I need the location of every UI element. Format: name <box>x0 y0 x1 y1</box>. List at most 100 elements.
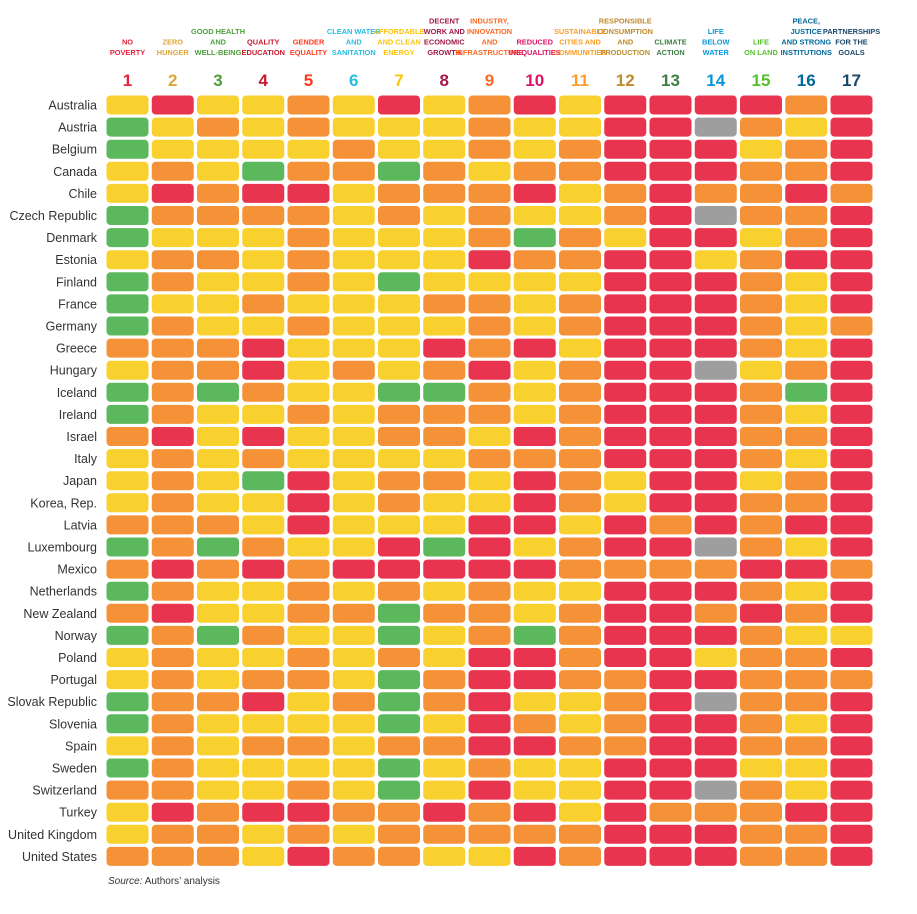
heatmap-cell <box>242 648 285 667</box>
heatmap-cell <box>649 250 692 270</box>
heatmap-cell <box>332 206 375 225</box>
heatmap-cell <box>423 670 466 690</box>
heatmap-cells <box>106 95 873 866</box>
heatmap-cell <box>559 625 601 645</box>
heatmap-cell <box>468 758 511 778</box>
heatmap-cell <box>468 692 511 712</box>
heatmap-cell <box>106 139 149 159</box>
heatmap-cell <box>740 692 782 712</box>
heatmap-cell <box>423 846 466 866</box>
heatmap-cell <box>332 449 375 469</box>
heatmap-cell <box>468 427 511 446</box>
heatmap-cell <box>287 117 330 137</box>
heatmap-cell <box>513 250 556 270</box>
heatmap-cell <box>378 228 420 248</box>
heatmap-cell <box>740 714 782 734</box>
heatmap-cell <box>151 161 194 181</box>
heatmap-cell <box>694 294 737 314</box>
heatmap-cell <box>468 294 511 314</box>
heatmap-cell <box>242 449 285 469</box>
goal-label-line: ZERO <box>162 38 183 47</box>
heatmap-cell <box>106 95 149 115</box>
heatmap-cell <box>694 692 737 712</box>
heatmap-cell <box>332 360 375 380</box>
heatmap-cell <box>287 338 330 358</box>
heatmap-cell <box>287 581 330 601</box>
heatmap-cell <box>468 780 511 800</box>
heatmap-cell <box>694 780 737 800</box>
heatmap-cell <box>785 758 828 778</box>
heatmap-cell <box>197 183 239 203</box>
heatmap-cell <box>830 161 873 181</box>
country-label: New Zealand <box>23 607 97 621</box>
country-label: Israel <box>66 430 97 444</box>
heatmap-cell <box>287 95 330 115</box>
heatmap-cell <box>468 824 511 844</box>
heatmap-cell <box>513 382 556 402</box>
heatmap-cell <box>242 139 285 159</box>
heatmap-cell <box>740 603 782 623</box>
heatmap-cell <box>559 648 601 667</box>
heatmap-cell <box>106 670 149 690</box>
heatmap-cell <box>559 780 601 800</box>
heatmap-cell <box>694 183 737 203</box>
heatmap-cell <box>287 471 330 491</box>
heatmap-cell <box>242 603 285 623</box>
heatmap-cell <box>151 338 194 358</box>
heatmap-cell <box>604 250 647 270</box>
heatmap-cell <box>197 493 239 513</box>
heatmap-cell <box>513 648 556 667</box>
heatmap-cell <box>242 294 285 314</box>
heatmap-cell <box>468 648 511 667</box>
heatmap-cell <box>242 537 285 557</box>
heatmap-cell <box>559 228 601 248</box>
goal-label-line: WORK AND <box>424 27 466 36</box>
heatmap-cell <box>513 228 556 248</box>
heatmap-cell <box>151 780 194 800</box>
heatmap-cell <box>151 206 194 225</box>
heatmap-cell <box>197 802 239 822</box>
heatmap-cell <box>287 537 330 557</box>
heatmap-cell <box>197 117 239 137</box>
heatmap-cell <box>468 846 511 866</box>
heatmap-cell <box>694 117 737 137</box>
heatmap-cell <box>830 802 873 822</box>
heatmap-cell <box>332 625 375 645</box>
heatmap-cell <box>559 360 601 380</box>
heatmap-cell <box>378 206 420 225</box>
heatmap-cell <box>332 846 375 866</box>
heatmap-cell <box>694 802 737 822</box>
heatmap-cell <box>287 206 330 225</box>
heatmap-cell <box>423 736 466 756</box>
heatmap-cell <box>242 228 285 248</box>
heatmap-cell <box>785 493 828 513</box>
heatmap-cell <box>106 272 149 292</box>
heatmap-cell <box>785 117 828 137</box>
heatmap-cell <box>423 294 466 314</box>
goal-label-line: LIFE <box>753 38 769 47</box>
heatmap-cell <box>151 802 194 822</box>
goal-label-line: NO <box>122 38 133 47</box>
heatmap-cell <box>604 471 647 491</box>
heatmap-cell <box>559 117 601 137</box>
heatmap-cell <box>468 228 511 248</box>
heatmap-cell <box>513 338 556 358</box>
heatmap-cell <box>106 338 149 358</box>
heatmap-cell <box>559 537 601 557</box>
heatmap-cell <box>740 449 782 469</box>
heatmap-cell <box>649 603 692 623</box>
heatmap-cell <box>332 161 375 181</box>
heatmap-cell <box>423 316 466 336</box>
heatmap-cell <box>830 338 873 358</box>
heatmap-cell <box>740 316 782 336</box>
heatmap-cell <box>468 559 511 579</box>
heatmap-cell <box>151 736 194 756</box>
heatmap-cell <box>378 449 420 469</box>
heatmap-cell <box>604 780 647 800</box>
heatmap-cell <box>287 736 330 756</box>
goal-number: 1 <box>123 71 132 90</box>
heatmap-cell <box>740 250 782 270</box>
goal-label-line: REDUCED <box>516 38 553 47</box>
heatmap-cell <box>197 670 239 690</box>
goal-number: 5 <box>304 71 313 90</box>
